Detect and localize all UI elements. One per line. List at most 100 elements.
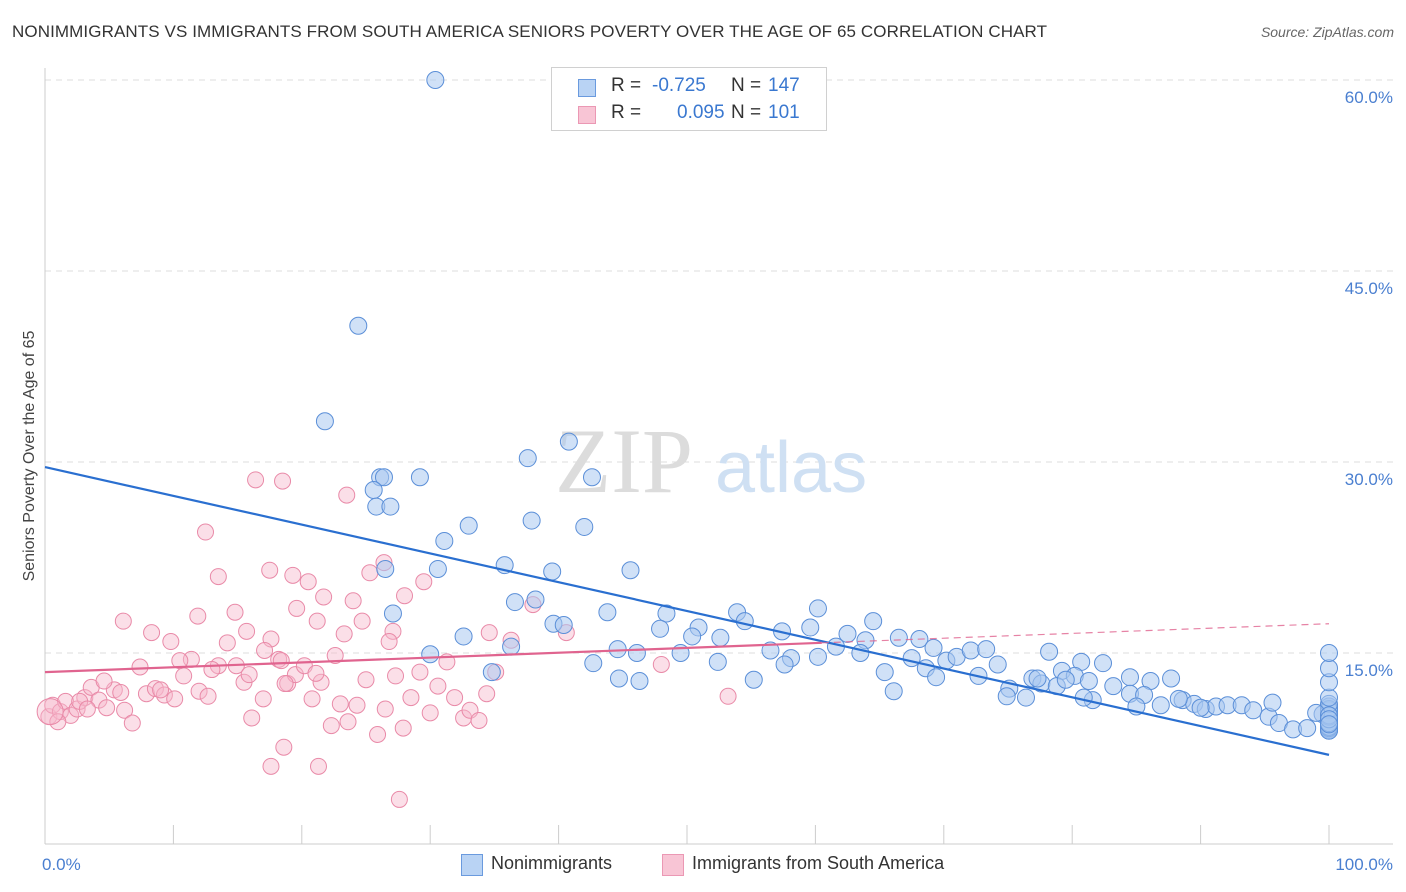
pink-point <box>421 704 439 722</box>
blue-point <box>735 612 754 631</box>
blue-point <box>851 644 870 662</box>
blue-point <box>1298 719 1317 738</box>
watermark: ZIP atlas <box>555 410 867 512</box>
blue-point <box>522 511 541 530</box>
pink-point <box>307 664 325 682</box>
blue-point <box>598 603 617 622</box>
blue-point <box>997 687 1016 706</box>
pink-point <box>209 568 227 586</box>
legend-r-value: 0.095 <box>677 102 725 123</box>
pink-point <box>331 695 349 713</box>
pink-trend-line <box>44 641 822 674</box>
pink-point <box>162 633 180 651</box>
pink-point <box>402 689 420 707</box>
pink-point <box>384 622 402 640</box>
pink-point <box>326 647 344 665</box>
y-tick-label: 45.0% <box>1345 279 1393 298</box>
pink-point <box>247 471 265 489</box>
blue-point <box>1162 669 1181 688</box>
pink-point <box>190 682 208 700</box>
bottom-legend-label: Nonimmigrants <box>491 853 613 873</box>
blue-point <box>1016 688 1035 707</box>
pink-point <box>284 566 302 584</box>
pink-point <box>652 655 670 673</box>
pink-point <box>199 687 217 705</box>
pink-point <box>152 681 170 699</box>
blue-point <box>889 628 908 647</box>
pink-point <box>98 699 116 717</box>
legend-r-value: -0.725 <box>652 75 706 96</box>
pink-point <box>303 690 321 708</box>
blue-point <box>426 71 445 89</box>
blue-point <box>609 669 628 688</box>
pink-point <box>78 700 96 718</box>
pink-point <box>719 687 737 705</box>
bottom-legend-swatch-pink <box>662 854 684 876</box>
watermark-zip: ZIP <box>555 410 693 512</box>
pink-point <box>256 641 274 659</box>
pink-point <box>143 624 161 642</box>
pink-point <box>308 612 326 630</box>
pink-point <box>254 690 272 708</box>
blue-point <box>364 481 383 500</box>
pink-point <box>348 696 366 714</box>
pink-point <box>369 725 387 743</box>
blue-point <box>608 640 627 659</box>
x-tick-label: 100.0% <box>1335 855 1393 874</box>
blue-point <box>775 655 794 674</box>
pink-trend-extension <box>821 623 1330 644</box>
blue-point <box>657 604 676 623</box>
blue-point <box>1169 689 1188 708</box>
blue-point <box>683 627 702 646</box>
pink-point <box>288 599 306 617</box>
blue-point <box>1079 672 1098 691</box>
blue-point <box>1320 715 1338 734</box>
legend-box: R = -0.725 N = 147 R = 0.095 N = 101 <box>551 67 827 131</box>
pink-point <box>203 661 221 679</box>
blue-point <box>374 468 393 487</box>
x-tick-label: 0.0% <box>42 855 81 874</box>
pink-point <box>240 666 258 684</box>
blue-point <box>875 663 894 682</box>
blue-point <box>1104 677 1123 696</box>
y-tick-label: 15.0% <box>1345 661 1393 680</box>
blue-point <box>988 655 1007 674</box>
blue-point <box>1320 644 1338 662</box>
legend-n-label: N = <box>731 102 762 123</box>
blue-point <box>1151 696 1170 715</box>
blue-point <box>1263 693 1282 712</box>
blue-point <box>315 412 334 431</box>
blue-points <box>315 71 1338 740</box>
pink-point <box>387 667 405 685</box>
pink-point <box>344 592 362 610</box>
blue-point <box>526 590 545 609</box>
legend-r-label: R = <box>611 102 642 123</box>
pink-point <box>116 701 134 719</box>
blue-point <box>630 672 649 691</box>
blue-point <box>864 612 883 631</box>
blue-point <box>927 668 946 687</box>
pink-point <box>339 713 357 731</box>
y-tick-label: 30.0% <box>1345 470 1393 489</box>
blue-point <box>961 641 980 660</box>
y-tick-label: 60.0% <box>1345 88 1393 107</box>
blue-point <box>924 638 943 657</box>
bottom-legend-swatch-blue <box>461 854 483 876</box>
blue-point <box>651 619 670 638</box>
pink-point <box>361 564 379 582</box>
pink-point <box>123 714 141 732</box>
blue-point <box>1028 669 1047 688</box>
source-label: Source: ZipAtlas.com <box>1260 24 1394 40</box>
pink-point <box>261 561 279 579</box>
pink-point <box>243 709 261 727</box>
legend-n-label: N = <box>731 75 762 96</box>
pink-point <box>309 757 327 775</box>
blue-point <box>1056 670 1075 689</box>
blue-point <box>376 559 395 578</box>
blue-point <box>711 628 730 647</box>
pink-point <box>262 757 280 775</box>
pink-point <box>390 790 408 808</box>
blue-point <box>554 615 573 634</box>
blue-point <box>435 531 454 550</box>
